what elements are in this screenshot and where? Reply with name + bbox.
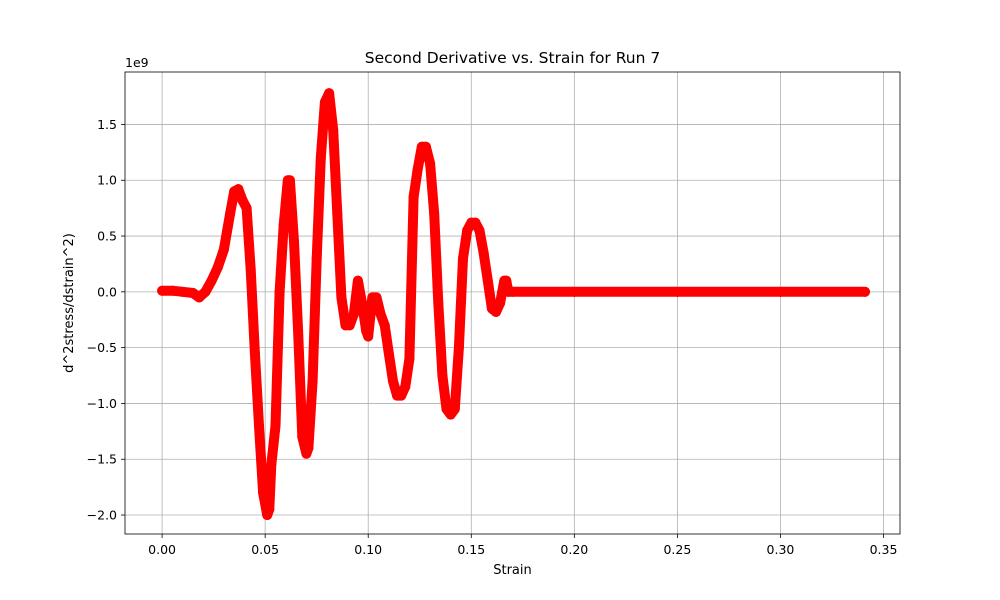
data-point	[371, 292, 381, 302]
data-point	[279, 220, 289, 230]
data-point	[316, 153, 326, 163]
data-point	[213, 262, 223, 272]
data-point	[308, 376, 318, 386]
chart-title: Second Derivative vs. Strain for Run 7	[365, 49, 661, 67]
data-point	[250, 348, 260, 358]
data-point	[429, 209, 439, 219]
data-point	[450, 404, 460, 414]
data-point	[178, 287, 188, 297]
data-point	[860, 287, 870, 297]
data-point	[495, 298, 505, 308]
data-point	[332, 209, 342, 219]
data-point	[258, 488, 268, 498]
data-point	[345, 320, 355, 330]
data-point	[200, 287, 210, 297]
y-tick-label: 0.0	[97, 284, 117, 299]
data-point	[384, 348, 394, 358]
data-point	[388, 376, 398, 386]
y-tick-label: 1.5	[97, 117, 117, 132]
data-point	[491, 307, 501, 317]
data-point	[363, 331, 373, 341]
data-point	[425, 159, 435, 169]
data-point	[396, 391, 406, 401]
data-point	[219, 244, 229, 254]
data-point	[242, 203, 252, 213]
data-point	[479, 248, 489, 258]
data-point	[508, 287, 518, 297]
y-tick-label: 1.0	[97, 173, 117, 188]
data-point	[328, 125, 338, 135]
data-point	[312, 253, 322, 263]
data-point	[275, 287, 285, 297]
data-point	[349, 309, 359, 319]
y-offset-text: 1e9	[125, 55, 149, 70]
y-tick-label: −2.0	[87, 508, 117, 523]
data-point	[775, 287, 785, 297]
data-point	[433, 298, 443, 308]
x-tick-label: 0.00	[148, 542, 176, 557]
x-tick-label: 0.10	[354, 542, 382, 557]
data-point	[376, 309, 386, 319]
data-point	[336, 292, 346, 302]
x-tick-label: 0.20	[560, 542, 588, 557]
x-tick-label: 0.35	[870, 542, 898, 557]
data-point	[454, 343, 464, 353]
y-tick-label: −1.5	[87, 452, 117, 467]
data-point	[458, 253, 468, 263]
data-point	[157, 286, 167, 296]
data-point	[353, 276, 363, 286]
y-tick-label: −1.0	[87, 396, 117, 411]
y-tick-label: 0.5	[97, 229, 117, 244]
data-point	[475, 225, 485, 235]
data-point	[357, 298, 367, 308]
x-tick-label: 0.15	[457, 542, 485, 557]
data-point	[207, 276, 217, 286]
data-point	[437, 371, 447, 381]
data-point	[413, 164, 423, 174]
data-point	[672, 287, 682, 297]
data-point	[320, 97, 330, 107]
data-point	[289, 237, 299, 247]
data-point	[400, 382, 410, 392]
x-tick-label: 0.30	[767, 542, 795, 557]
data-point	[409, 192, 419, 202]
data-point	[285, 175, 295, 185]
data-point	[569, 287, 579, 297]
data-point	[270, 421, 280, 431]
data-point	[233, 184, 243, 194]
x-tick-label: 0.05	[251, 542, 279, 557]
data-point	[246, 265, 256, 275]
data-point	[225, 209, 235, 219]
x-tick-label: 0.25	[663, 542, 691, 557]
data-point	[167, 286, 177, 296]
data-point	[404, 354, 414, 364]
data-point	[303, 443, 313, 453]
data-point	[297, 432, 307, 442]
y-tick-label: −0.5	[87, 340, 117, 355]
data-point	[483, 276, 493, 286]
data-point	[254, 421, 264, 431]
data-point	[293, 326, 303, 336]
data-point	[266, 460, 276, 470]
data-point	[421, 142, 431, 152]
data-point	[324, 88, 334, 98]
y-axis-label: d^2stress/dstrain^2)	[62, 233, 77, 373]
x-axis-label: Strain	[493, 563, 532, 578]
data-point	[264, 504, 274, 514]
data-point	[501, 276, 511, 286]
data-point	[380, 320, 390, 330]
